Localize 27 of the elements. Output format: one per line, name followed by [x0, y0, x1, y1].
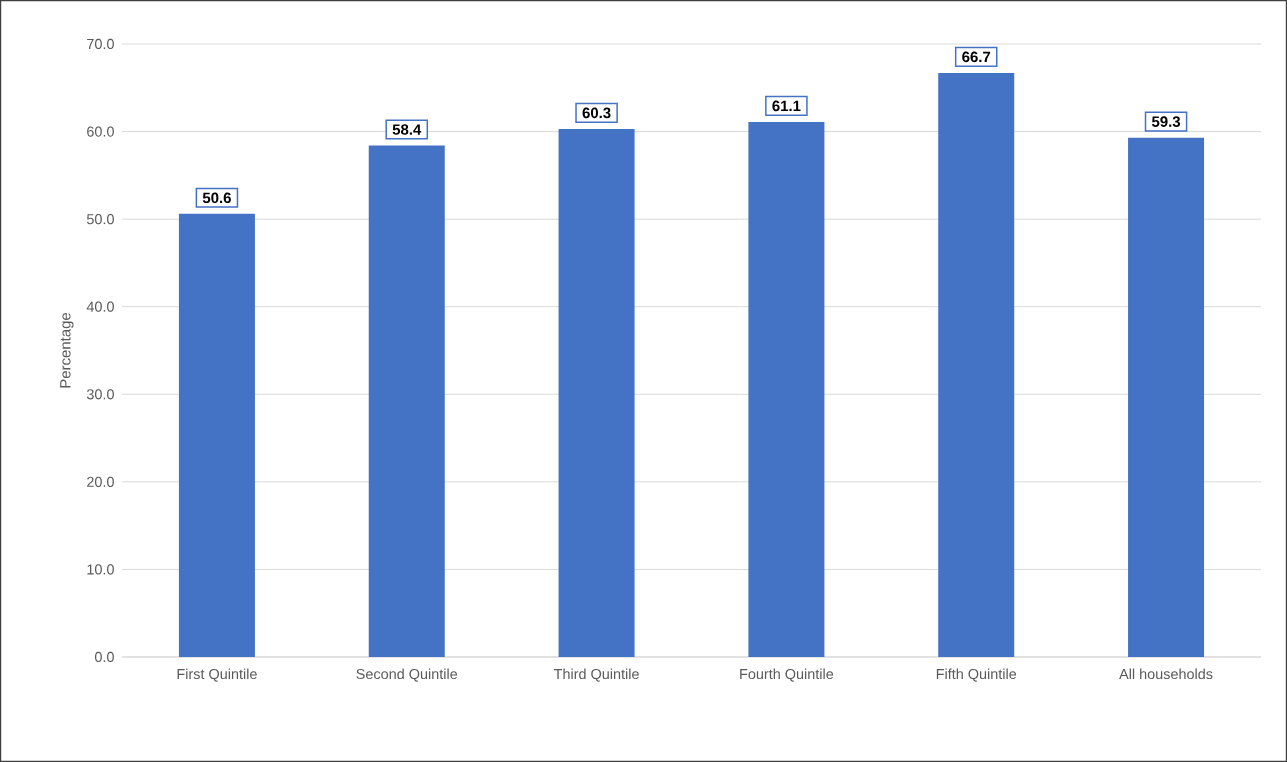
y-tick-label: 60.0: [87, 126, 114, 137]
bar: [938, 72, 1015, 657]
y-axis-title: Percentage: [60, 312, 74, 388]
y-tick-label: 20.0: [87, 476, 114, 487]
bar: [368, 145, 445, 657]
y-tick-label: 30.0: [86, 389, 114, 400]
x-tick-label: First Quintile: [177, 668, 257, 682]
x-tick-label: Third Quintile: [553, 668, 639, 682]
data-label: 50.6: [202, 192, 231, 204]
y-tick-label: 50.0: [86, 214, 114, 225]
y-tick-label: 70.0: [87, 38, 114, 50]
bar: [178, 213, 255, 657]
x-tick-label: Fifth Quintile: [936, 668, 1017, 682]
bar: [558, 128, 635, 657]
data-label: 59.3: [1151, 116, 1181, 127]
data-label: 61.1: [772, 100, 801, 112]
data-label: 58.4: [392, 124, 422, 135]
data-label: 60.3: [582, 107, 611, 119]
x-tick-label: Second Quintile: [356, 668, 458, 682]
y-tick-label: 0.0: [94, 651, 114, 663]
bar: [748, 121, 825, 657]
y-tick-label: 40.0: [86, 301, 114, 312]
x-tick-label: Fourth Quintile: [740, 668, 834, 682]
data-label: 66.7: [962, 51, 991, 63]
y-tick-label: 10.0: [87, 564, 114, 575]
x-tick-label: All households: [1119, 668, 1213, 680]
bar: [1128, 137, 1205, 657]
